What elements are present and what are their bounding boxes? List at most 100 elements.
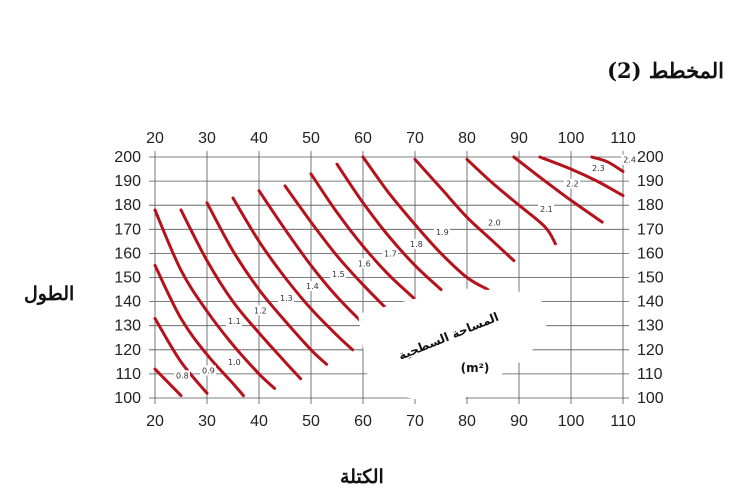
curve-label-2.1: 2.1 [540,205,553,214]
y-tick-label-left: 120 [114,342,141,359]
y-tick-label-left: 100 [114,390,141,407]
curve-label-background [538,204,554,215]
x-tick-label-bottom: 30 [198,413,216,430]
curve-label-1.8: 1.8 [410,240,423,249]
curve-label-1.1: 1.1 [228,317,241,326]
curve-label-1.7: 1.7 [384,250,397,259]
curve-label-background [200,365,216,376]
curve-label-background [486,217,502,228]
curve-label-2.2: 2.2 [566,180,579,189]
y-tick-label-left: 200 [114,149,141,166]
x-tick-label-bottom: 110 [610,413,636,430]
figure-title: المخطط (2) [607,58,724,83]
curve-1.1 [153,208,277,390]
curve-label-background [226,357,242,368]
x-tick-label-bottom: 40 [250,413,268,430]
curve-label-0.8: 0.8 [176,371,189,380]
curve-label-background [434,226,450,237]
y-tick-label-right: 170 [637,221,664,238]
curve-1.0 [153,263,245,398]
curve-2.4 [590,155,625,173]
curve-label-background [174,370,190,381]
y-tick-label-right: 190 [637,173,664,190]
curve-labels: 0.8 0.9 1.0 1.1 1.2 1.3 1.4 1.5 1.6 1.7 1.8 1.9 2.0 2… [174,154,638,381]
curve-label-background [304,281,320,292]
curve-label-0.9: 0.9 [202,367,215,376]
axis-ticks: 2020303040405050606070708080909010010011… [114,130,664,430]
y-tick-label-left: 140 [114,294,141,311]
curve-label-2.0: 2.0 [488,218,501,227]
y-tick-label-right: 130 [637,318,664,335]
y-tick-label-right: 100 [637,390,664,407]
curve-label-1.5: 1.5 [332,270,345,279]
y-tick-label-left: 130 [114,318,141,335]
surface-area-box-background [358,288,548,405]
curve-label-background [382,248,398,259]
y-tick-label-right: 140 [637,294,664,311]
y-tick-label-left: 160 [114,245,141,262]
curve-1.7 [309,172,417,301]
y-tick-label-left: 150 [114,270,141,287]
surface-area-box: المساحة السطحية (m²) [358,288,548,405]
x-tick-label-top: 30 [198,130,216,147]
curve-label-background [252,305,268,316]
x-tick-label-bottom: 60 [354,413,372,430]
y-tick-label-right: 160 [637,245,664,262]
y-tick-label-right: 120 [637,342,664,359]
surface-area-unit: (m²) [461,361,490,375]
x-tick-label-top: 40 [250,130,268,147]
x-tick-label-bottom: 100 [558,413,585,430]
x-tick-label-bottom: 90 [510,413,528,430]
curve-1.9 [361,155,490,292]
curve-1.3 [205,201,329,366]
x-tick-label-top: 80 [458,130,476,147]
x-tick-label-top: 90 [510,130,528,147]
x-axis-label: الكتلة [340,466,384,488]
curve-label-1.4: 1.4 [306,282,319,291]
curve-0.9 [153,317,209,395]
curve-series [153,155,625,398]
x-tick-label-bottom: 50 [302,413,320,430]
x-tick-label-top: 20 [146,130,164,147]
curve-label-background [278,293,294,304]
curve-label-background [621,154,638,165]
curve-1.2 [179,208,303,381]
x-tick-label-top: 100 [558,130,585,147]
y-tick-label-left: 180 [114,197,141,214]
x-tick-label-bottom: 80 [458,413,476,430]
curve-2.3 [538,155,625,198]
x-tick-label-top: 60 [354,130,372,147]
curve-1.6 [283,184,391,313]
y-tick-label-right: 150 [637,270,664,287]
y-tick-label-left: 190 [114,173,141,190]
curve-label-background [408,238,424,249]
curve-label-background [590,163,606,174]
y-tick-label-right: 110 [637,366,663,383]
x-tick-label-bottom: 70 [406,413,424,430]
y-tick-label-right: 180 [637,197,664,214]
curve-label-1.0: 1.0 [228,358,241,367]
curve-label-background [330,269,346,280]
curve-label-1.9: 1.9 [436,228,449,237]
curve-label-2.3: 2.3 [592,164,605,173]
x-tick-label-top: 110 [610,130,636,147]
curve-label-1.2: 1.2 [254,306,267,315]
curve-label-1.6: 1.6 [358,259,371,268]
x-tick-label-top: 50 [302,130,320,147]
curve-label-2.4: 2.4 [623,156,636,165]
curve-1.4 [231,196,355,352]
y-axis-label: الطول [24,283,75,305]
x-tick-label-bottom: 20 [146,413,164,430]
y-tick-label-left: 110 [115,366,141,383]
curve-2.1 [465,157,557,246]
curve-label-background [356,258,372,269]
curve-label-background [564,178,580,189]
curve-label-background [226,316,242,327]
curve-1.8 [335,162,443,292]
curve-label-1.3: 1.3 [280,294,293,303]
curve-0.8 [153,367,183,398]
x-tick-label-top: 70 [406,130,424,147]
y-tick-label-left: 170 [114,221,141,238]
curve-2.0 [413,157,516,263]
